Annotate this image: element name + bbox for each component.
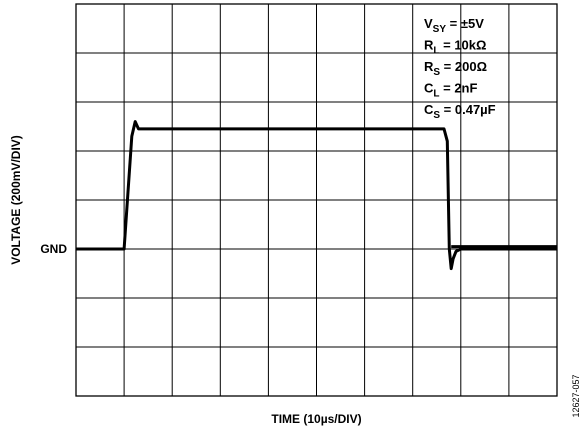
annotation-vsy: VSY = ±5V	[424, 16, 484, 35]
annotation-rs: RS = 200Ω	[424, 59, 487, 78]
traces	[76, 120, 557, 271]
plot-frame	[75, 3, 558, 397]
annotation-rl: RL = 10kΩ	[424, 38, 486, 57]
annotation-box: VSY = ±5V RL = 10kΩ RS = 200Ω CL = 2nF CS = …	[424, 16, 496, 121]
x-axis-label: TIME (10µs/DIV)	[271, 412, 361, 426]
series-line-1	[76, 120, 557, 271]
y-tick-label-gnd: GND	[40, 242, 67, 256]
annotation-cs: CS = 0.47µF	[424, 102, 496, 121]
y-axis-label: VOLTAGE (200mV/DIV)	[9, 135, 23, 265]
figure-id: 12627-057	[571, 374, 581, 417]
annotation-cl: CL = 2nF	[424, 81, 477, 100]
